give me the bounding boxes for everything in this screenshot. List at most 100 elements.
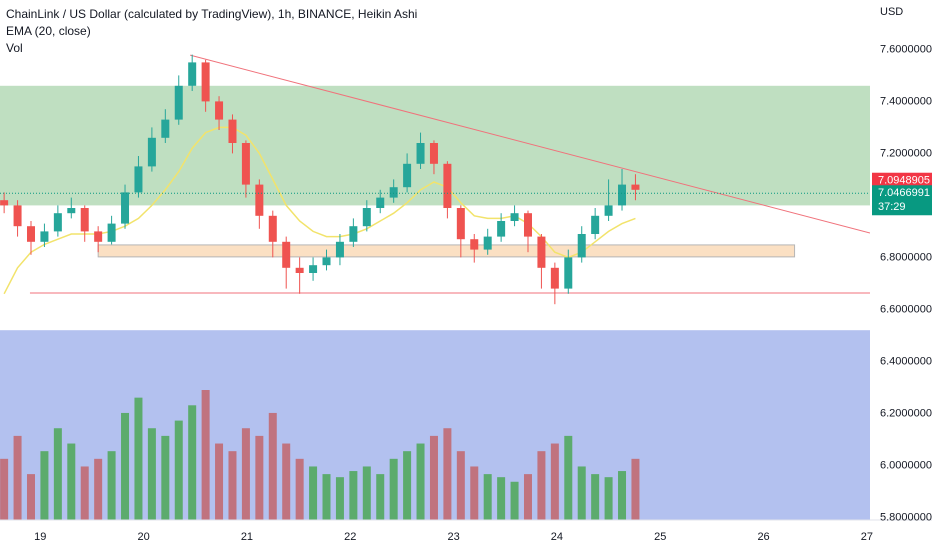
candle-body — [53, 213, 62, 232]
candle-body — [564, 257, 573, 289]
volume-bar — [322, 474, 331, 520]
x-tick-label: 25 — [654, 531, 666, 543]
candle-body — [376, 197, 385, 208]
plot-area — [0, 54, 870, 520]
price-label: 7.0466991 — [878, 187, 930, 199]
volume-bar — [362, 466, 371, 520]
y-tick-label: 5.8000000 — [880, 511, 932, 523]
x-tick-label: 27 — [861, 531, 873, 543]
candle-body — [470, 239, 479, 250]
volume-bar — [94, 458, 103, 520]
volume-bar — [80, 466, 89, 520]
candle-body — [483, 236, 492, 250]
volume-bar — [134, 397, 143, 520]
volume-bar — [537, 451, 546, 520]
candle-body — [268, 215, 277, 242]
volume-bar — [550, 443, 559, 520]
candle-body — [161, 119, 170, 138]
volume-bar — [295, 458, 304, 520]
candle-body — [497, 221, 506, 237]
volume-bar — [497, 477, 506, 520]
volume-bar — [40, 451, 49, 520]
volume-bar — [0, 458, 9, 520]
candle-body — [456, 208, 465, 240]
candle-body — [631, 184, 640, 190]
candle-body — [107, 223, 116, 242]
x-tick-label: 20 — [137, 531, 149, 543]
candle-body — [40, 231, 49, 242]
volume-bar — [416, 443, 425, 520]
volume-legend: Vol — [6, 41, 23, 55]
candle-body — [134, 166, 143, 193]
candle-body — [215, 101, 224, 120]
y-tick-label: 7.4000000 — [880, 95, 932, 107]
y-tick-label: 6.4000000 — [880, 355, 932, 367]
candle-body — [201, 62, 210, 102]
candle-body — [147, 137, 156, 167]
x-tick-label: 26 — [757, 531, 769, 543]
volume-bar — [228, 451, 237, 520]
volume-bar — [201, 390, 210, 520]
volume-bar — [429, 435, 438, 520]
candle-body — [403, 163, 412, 188]
candle-body — [550, 267, 559, 289]
x-tick-label: 22 — [344, 531, 356, 543]
volume-bar — [604, 477, 613, 520]
volume-bar — [241, 428, 250, 520]
volume-bar — [349, 471, 358, 520]
volume-bar — [268, 412, 277, 520]
volume-bar — [631, 458, 640, 520]
volume-bar — [107, 451, 116, 520]
y-tick-label: 6.2000000 — [880, 407, 932, 419]
candle-body — [309, 265, 318, 273]
volume-bar — [147, 428, 156, 520]
candle-body — [295, 267, 304, 273]
candle-body — [228, 119, 237, 143]
candle-body — [26, 226, 35, 242]
candle-body — [537, 236, 546, 268]
x-tick-label: 19 — [34, 531, 46, 543]
zone — [97, 244, 796, 258]
volume-bar — [510, 481, 519, 520]
volume-bar — [483, 474, 492, 520]
price-label: 7.0948905 — [878, 175, 930, 187]
volume-bar — [456, 451, 465, 520]
y-tick-label: 7.6000000 — [880, 43, 932, 55]
candle-body — [241, 143, 250, 185]
candle-body — [618, 184, 627, 206]
volume-bar — [26, 474, 35, 520]
candle-body — [416, 143, 425, 164]
volume-bar — [403, 451, 412, 520]
drawn-line — [189, 54, 870, 234]
volume-bar — [309, 466, 318, 520]
currency-label: USD — [880, 6, 903, 18]
candle-body — [604, 205, 613, 216]
candle-body — [510, 213, 519, 221]
y-tick-label: 6.8000000 — [880, 251, 932, 263]
volume-bar — [591, 474, 600, 520]
candle-body — [577, 234, 586, 258]
x-tick-label: 24 — [551, 531, 563, 543]
candle-body — [80, 208, 89, 232]
candle-body — [335, 241, 344, 258]
y-tick-label: 6.6000000 — [880, 303, 932, 315]
candle-body — [94, 231, 103, 242]
volume-bar — [255, 435, 264, 520]
volume-bar — [618, 471, 627, 520]
volume-bar — [174, 420, 183, 520]
volume-bar — [121, 412, 130, 520]
countdown: 37:29 — [878, 201, 906, 213]
x-tick-label: 23 — [447, 531, 459, 543]
candle-body — [13, 205, 22, 227]
candle-body — [322, 257, 331, 266]
candle-body — [174, 85, 183, 120]
volume-bar — [443, 428, 452, 520]
candle-body — [591, 215, 600, 234]
chart-title: ChainLink / US Dollar (calculated by Tra… — [6, 7, 417, 21]
volume-bar — [564, 435, 573, 520]
candle-body — [121, 192, 130, 224]
y-tick-label: 6.0000000 — [880, 459, 932, 471]
volume-bar — [335, 477, 344, 520]
